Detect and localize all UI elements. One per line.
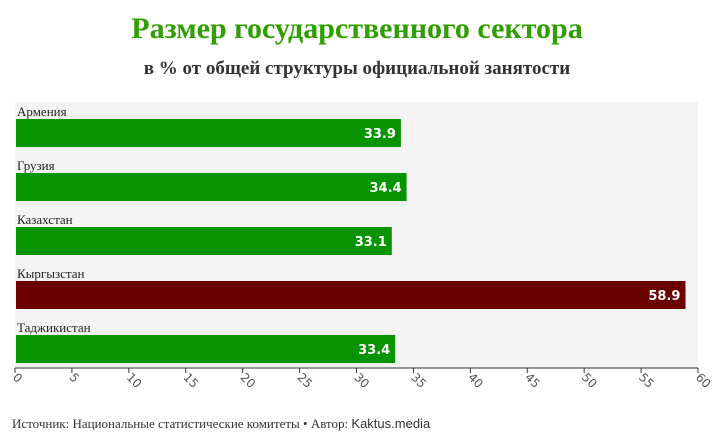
category-label-3: Кыргызстан [17,266,84,281]
source-label: Источник: [12,416,70,431]
category-label-4: Таджикистан [17,320,91,335]
x-tick-label-8: 40 [465,370,486,391]
value-label-0: 33.9 [364,127,396,142]
category-label-2: Казахстан [17,212,73,227]
x-tick-label-12: 60 [693,370,714,391]
x-axis-ticks: 0 5 10 15 20 25 30 35 40 45 50 55 60 [10,368,714,391]
x-tick-label-4: 20 [238,370,259,391]
x-tick-label-7: 35 [408,370,429,391]
value-label-4: 33.4 [358,343,390,358]
x-tick-label-11: 55 [636,370,657,391]
footer-separator: • [303,416,308,431]
x-tick-label-5: 25 [294,370,315,391]
x-tick-label-0: 0 [10,370,25,385]
x-tick-label-1: 5 [67,370,82,385]
value-label-2: 33.1 [355,235,387,250]
source-text: Национальные статистические комитеты [72,416,300,431]
bar-3 [16,281,686,309]
bar-4 [16,335,396,363]
x-tick-label-9: 45 [522,370,543,391]
bars-layer: Армения 33.9 Грузия 34.4 Казахстан 33.1 Кыргыз… [16,104,686,363]
x-tick-label-6: 30 [351,370,372,391]
x-tick-label-10: 50 [579,370,600,391]
chart-footer: Источник: Национальные статистические ко… [12,416,430,432]
author-link[interactable]: Kaktus.media [351,416,431,431]
value-label-1: 34.4 [370,181,402,196]
category-label-1: Грузия [17,158,55,173]
bar-0 [16,119,401,147]
chart-subtitle: в % от общей структуры официальной занят… [143,58,571,79]
x-tick-label-3: 15 [181,370,202,391]
author-label: Автор: [310,416,349,431]
bar-1 [16,173,407,201]
category-label-0: Армения [17,104,67,119]
bar-2 [16,227,392,255]
value-label-3: 58.9 [648,289,680,304]
x-tick-label-2: 10 [124,370,145,391]
chart-title: Размер государственного сектора [131,12,583,45]
